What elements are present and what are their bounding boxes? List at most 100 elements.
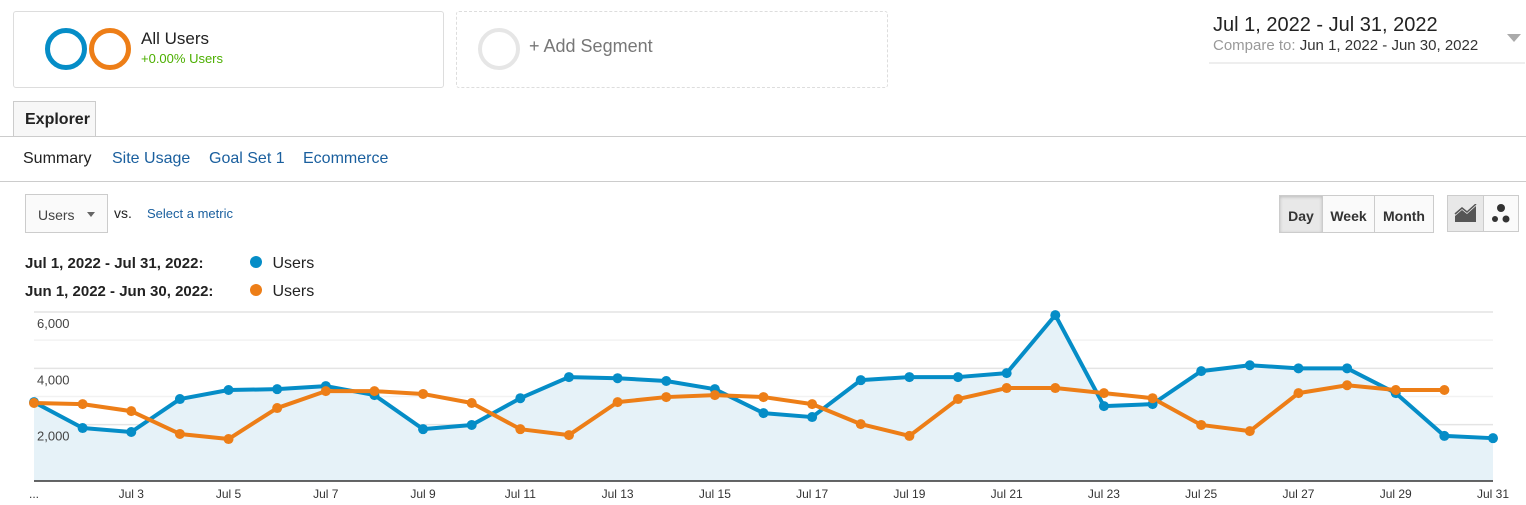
- compare-data-point: [126, 406, 137, 417]
- current-data-point: [612, 373, 623, 384]
- x-tick-label: Jul 5: [216, 487, 242, 501]
- tab-explorer[interactable]: Explorer: [13, 101, 96, 137]
- current-data-point: [1488, 433, 1498, 444]
- segment-compare-ring-icon: [89, 28, 131, 70]
- current-data-point: [661, 376, 672, 387]
- date-range-picker[interactable]: Jul 1, 2022 - Jul 31, 2022 Compare to: J…: [1209, 14, 1525, 64]
- motion-chart-icon: [1492, 204, 1510, 223]
- granularity-month-button[interactable]: Month: [1374, 195, 1434, 233]
- x-tick-label: Jul 15: [699, 487, 731, 501]
- compare-data-point: [1439, 385, 1450, 396]
- legend-dot-icon: [250, 256, 262, 268]
- current-data-point: [223, 385, 234, 396]
- add-segment-label: + Add Segment: [529, 36, 653, 56]
- granularity-week-button[interactable]: Week: [1322, 195, 1375, 233]
- line-chart-button[interactable]: [1447, 195, 1484, 232]
- compare-data-point: [223, 434, 234, 445]
- current-data-point: [807, 412, 818, 423]
- vs-label: vs.: [114, 205, 132, 221]
- date-range-current: Jul 1, 2022 - Jul 31, 2022: [1213, 14, 1438, 36]
- x-tick-label: Jul 21: [991, 487, 1023, 501]
- compare-data-point: [1001, 383, 1012, 394]
- legend-compare: Users: [250, 283, 314, 301]
- legend-metric: Users: [272, 255, 315, 272]
- y-tick-label: 6,000: [37, 316, 70, 331]
- x-tick-label: Jul 9: [410, 487, 436, 501]
- compare-data-point: [807, 399, 818, 410]
- subtab-ecommerce[interactable]: Ecommerce: [303, 150, 389, 167]
- x-tick-label: ...: [29, 487, 39, 501]
- compare-data-point: [1098, 388, 1109, 399]
- current-area: [34, 315, 1493, 481]
- x-tick-label: Jul 29: [1380, 487, 1412, 501]
- current-data-point: [1342, 363, 1353, 374]
- compare-data-point: [709, 390, 720, 401]
- compare-data-point: [1147, 393, 1158, 404]
- current-data-point: [466, 419, 477, 430]
- line-chart-icon: [1454, 203, 1476, 222]
- compare-data-point: [1050, 383, 1061, 394]
- current-data-point: [1439, 430, 1450, 441]
- compare-prefix: Compare to:: [1213, 37, 1296, 54]
- compare-data-point: [661, 392, 672, 403]
- x-tick-label: Jul 11: [505, 487, 536, 501]
- current-data-point: [758, 408, 769, 419]
- compare-data-point: [174, 428, 185, 439]
- metric-selected: Users: [38, 207, 75, 223]
- current-data-point: [515, 393, 526, 404]
- y-tick-label: 2,000: [37, 429, 70, 444]
- x-tick-label: Jul 27: [1282, 487, 1314, 501]
- current-data-point: [1098, 401, 1109, 412]
- x-tick-label: Jul 17: [796, 487, 828, 501]
- current-data-point: [1001, 368, 1012, 379]
- add-segment-button[interactable]: + Add Segment: [456, 11, 888, 88]
- x-tick-label: Jul 19: [893, 487, 925, 501]
- current-data-point: [1196, 366, 1207, 377]
- compare-data-point: [1196, 419, 1207, 430]
- current-data-point: [1050, 310, 1061, 321]
- legend-current-range: Jul 1, 2022 - Jul 31, 2022:: [25, 255, 204, 272]
- granularity-day-button[interactable]: Day: [1279, 195, 1323, 233]
- segment-current-ring-icon: [45, 28, 87, 70]
- compare-data-point: [1342, 380, 1353, 391]
- select-metric-link[interactable]: Select a metric: [147, 206, 233, 221]
- legend-metric: Users: [272, 283, 315, 300]
- segment-change: +0.00% Users: [141, 51, 224, 66]
- current-data-point: [855, 375, 866, 386]
- compare-data-point: [29, 397, 39, 408]
- segment-label: All Users: [141, 29, 210, 48]
- x-tick-label: Jul 7: [313, 487, 339, 501]
- current-data-point: [418, 424, 429, 435]
- compare-data-point: [272, 403, 283, 414]
- subtab-site-usage[interactable]: Site Usage: [112, 150, 191, 167]
- current-data-point: [904, 372, 915, 383]
- subtab-goal-set-1[interactable]: Goal Set 1: [209, 150, 285, 167]
- date-range-compare: Jun 1, 2022 - Jun 30, 2022: [1299, 37, 1479, 54]
- compare-data-point: [418, 388, 429, 399]
- subtab-summary[interactable]: Summary: [23, 150, 92, 167]
- compare-data-point: [1390, 385, 1401, 396]
- y-tick-label: 4,000: [37, 372, 70, 387]
- motion-chart-button[interactable]: [1483, 195, 1519, 232]
- current-data-point: [953, 372, 964, 383]
- compare-data-point: [953, 394, 964, 405]
- legend-dot-icon: [250, 284, 262, 296]
- compare-data-point: [369, 386, 380, 397]
- metric-select[interactable]: Users: [25, 194, 108, 233]
- compare-data-point: [612, 397, 623, 408]
- compare-data-point: [320, 386, 331, 397]
- segment-all-users[interactable]: All Users +0.00% Users: [13, 11, 444, 88]
- empty-segment-ring-icon: [478, 28, 520, 70]
- current-data-point: [563, 372, 574, 383]
- dropdown-arrow-icon: [1507, 34, 1521, 42]
- x-tick-label: Jul 31: [1477, 487, 1509, 501]
- current-data-point: [1244, 360, 1255, 371]
- current-data-point: [1293, 363, 1304, 374]
- x-tick-label: Jul 3: [119, 487, 145, 501]
- current-data-point: [77, 423, 88, 434]
- compare-data-point: [758, 392, 769, 403]
- compare-data-point: [515, 424, 526, 435]
- x-tick-label: Jul 25: [1185, 487, 1217, 501]
- x-tick-label: Jul 13: [602, 487, 634, 501]
